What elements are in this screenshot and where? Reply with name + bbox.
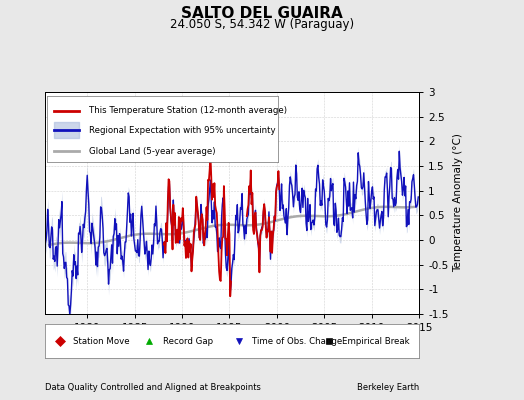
Text: Berkeley Earth: Berkeley Earth (357, 383, 419, 392)
Y-axis label: Temperature Anomaly (°C): Temperature Anomaly (°C) (453, 134, 463, 272)
Text: 24.050 S, 54.342 W (Paraguay): 24.050 S, 54.342 W (Paraguay) (170, 18, 354, 31)
Text: Regional Expectation with 95% uncertainty: Regional Expectation with 95% uncertaint… (89, 126, 275, 135)
Text: Data Quality Controlled and Aligned at Breakpoints: Data Quality Controlled and Aligned at B… (45, 383, 260, 392)
Text: Record Gap: Record Gap (162, 336, 213, 346)
Text: SALTO DEL GUAIRA: SALTO DEL GUAIRA (181, 6, 343, 21)
Text: Station Move: Station Move (73, 336, 129, 346)
Text: Global Land (5-year average): Global Land (5-year average) (89, 147, 215, 156)
Text: Time of Obs. Change: Time of Obs. Change (253, 336, 343, 346)
Text: Empirical Break: Empirical Break (342, 336, 410, 346)
Text: This Temperature Station (12-month average): This Temperature Station (12-month avera… (89, 106, 287, 115)
